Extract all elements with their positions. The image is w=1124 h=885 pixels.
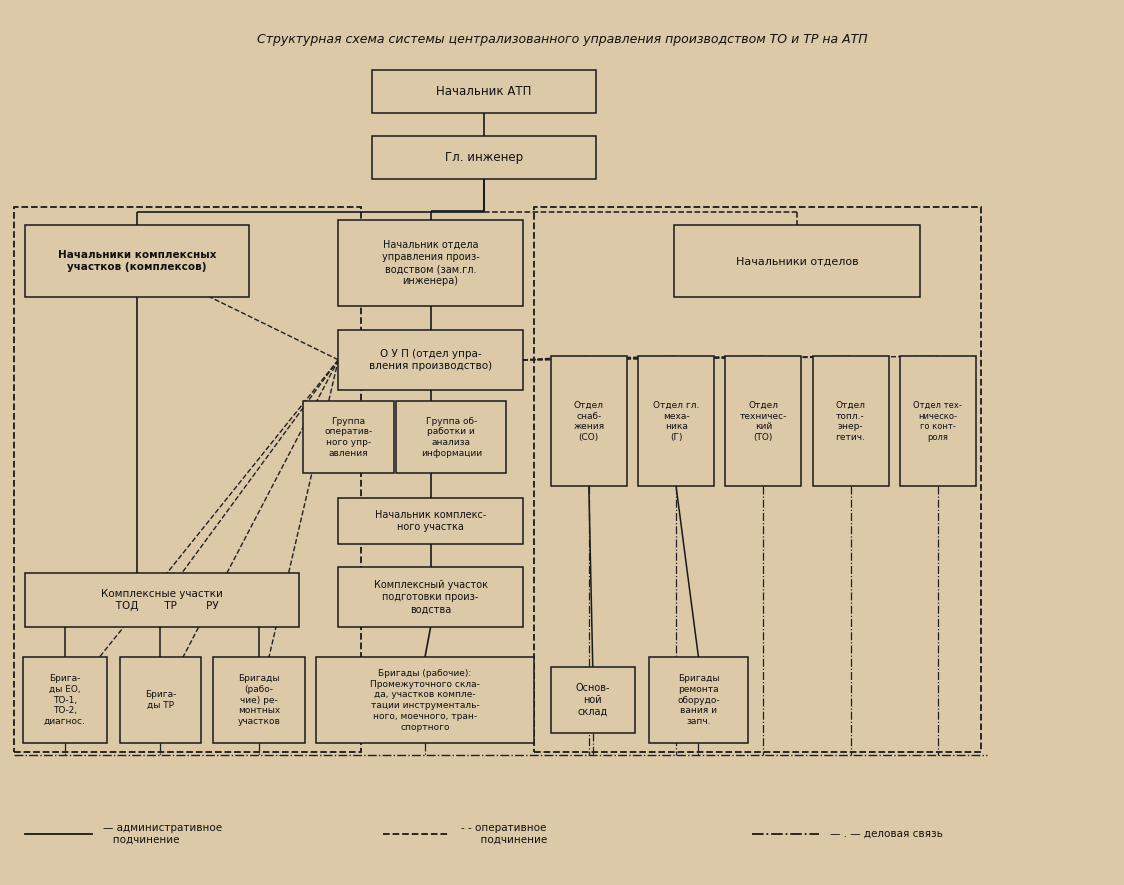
Text: Начальник комплекс-
ного участка: Начальник комплекс- ного участка — [375, 510, 487, 532]
Bar — [338, 567, 523, 627]
Bar — [120, 657, 201, 743]
Bar — [316, 657, 534, 743]
Text: — . — деловая связь: — . — деловая связь — [831, 829, 943, 839]
Text: Гл. инженер: Гл. инженер — [445, 151, 523, 164]
Bar — [338, 330, 523, 389]
Text: Структурная схема системы централизованного управления производством ТО и ТР на : Структурная схема системы централизованн… — [256, 34, 868, 46]
Text: Комплексные участки
   ТОД        ТР         РУ: Комплексные участки ТОД ТР РУ — [101, 589, 223, 611]
Text: Начальник отдела
управления произ-
водством (зам.гл.
инженера): Начальник отдела управления произ- водст… — [382, 240, 480, 286]
Bar — [13, 207, 361, 752]
Text: Отдел
топл.-
энер-
гетич.: Отдел топл.- энер- гетич. — [835, 401, 865, 442]
Bar — [302, 401, 395, 473]
Bar — [214, 657, 305, 743]
Text: Основ-
ной
склад: Основ- ной склад — [575, 682, 610, 717]
Text: Отдел
снаб-
жения
(СО): Отдел снаб- жения (СО) — [573, 401, 605, 442]
Text: Начальники отделов: Начальники отделов — [735, 257, 859, 266]
Bar — [397, 401, 506, 473]
Text: - - оперативное
      подчинение: - - оперативное подчинение — [461, 823, 547, 844]
Text: Группа
оператив-
ного упр-
авления: Группа оператив- ного упр- авления — [324, 417, 372, 458]
Text: Брига-
ды ЕО,
ТО-1,
ТО-2,
диагнос.: Брига- ды ЕО, ТО-1, ТО-2, диагнос. — [44, 674, 85, 727]
Bar — [22, 657, 107, 743]
Text: Брига-
ды ТР: Брига- ды ТР — [145, 690, 176, 710]
Bar — [638, 357, 714, 487]
Text: Отдел гл.
меха-
ника
(Г): Отдел гл. меха- ника (Г) — [653, 401, 699, 442]
Bar — [551, 357, 627, 487]
Text: Бригады
(рабо-
чие) ре-
монтных
участков: Бригады (рабо- чие) ре- монтных участков — [237, 674, 280, 727]
Text: Отдел тех-
ническо-
го конт-
роля: Отдел тех- ническо- го конт- роля — [914, 401, 962, 442]
Text: Начальник АТП: Начальник АТП — [436, 85, 532, 98]
Text: Бригады (рабочие):
Промежуточного скла-
да, участков компле-
тации инструменталь: Бригады (рабочие): Промежуточного скла- … — [370, 669, 480, 732]
Bar — [534, 207, 981, 752]
Bar — [372, 71, 596, 112]
Bar — [338, 498, 523, 543]
Bar — [650, 657, 747, 743]
Bar — [25, 226, 248, 297]
Bar — [372, 136, 596, 179]
Text: Комплексный участок
подготовки произ-
водства: Комплексный участок подготовки произ- во… — [373, 581, 488, 614]
Bar — [338, 220, 523, 306]
Bar — [900, 357, 976, 487]
Text: Отдел
техничес-
кий
(ТО): Отдел техничес- кий (ТО) — [740, 401, 787, 442]
Text: Бригады
ремонта
оборудо-
вания и
запч.: Бригады ремонта оборудо- вания и запч. — [677, 674, 719, 727]
Bar — [725, 357, 801, 487]
Bar — [674, 226, 919, 297]
Bar — [813, 357, 889, 487]
Text: О У П (отдел упра-
вления производство): О У П (отдел упра- вления производство) — [369, 349, 492, 371]
Bar — [25, 573, 299, 627]
Text: Начальники комплексных
участков (комплексов): Начальники комплексных участков (комплек… — [57, 250, 216, 273]
Text: — административное
   подчинение: — административное подчинение — [103, 823, 223, 844]
Text: Группа об-
работки и
анализа
информации: Группа об- работки и анализа информации — [420, 417, 482, 458]
Bar — [551, 666, 635, 733]
